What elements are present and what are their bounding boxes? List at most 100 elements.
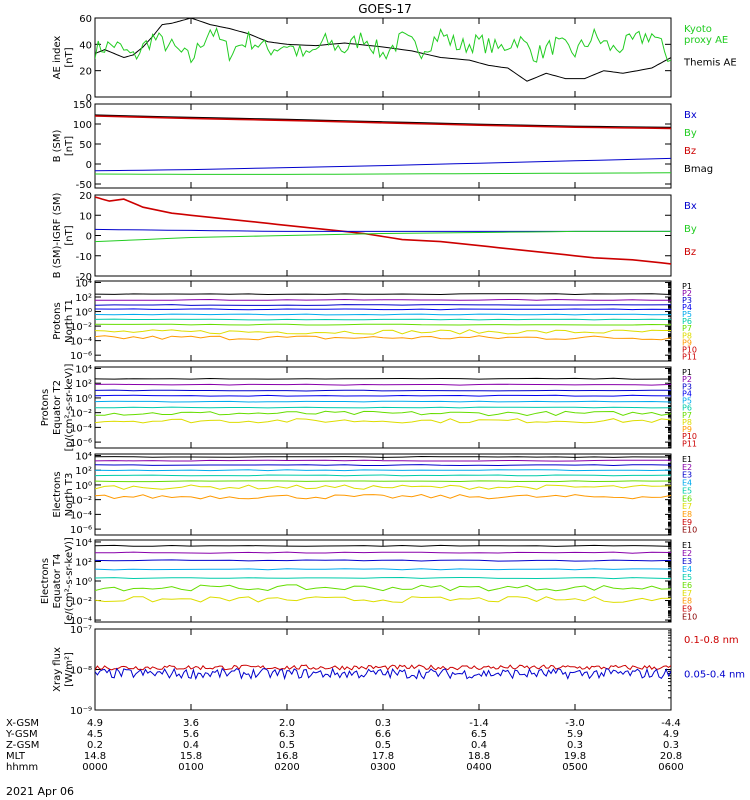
legend-entry: P1 bbox=[682, 282, 692, 291]
y-tick-label: 20 bbox=[79, 191, 92, 202]
series-group bbox=[95, 196, 671, 265]
series-line-p5 bbox=[95, 400, 671, 403]
legend-entry: Bx bbox=[684, 201, 697, 212]
y-tick-label: 0 bbox=[86, 160, 92, 171]
y-tick-label: 10² bbox=[75, 379, 92, 390]
y-axis-label: [W/m²] bbox=[64, 652, 75, 687]
legend-entry: P9 bbox=[682, 425, 692, 434]
series-line-p6 bbox=[95, 318, 671, 321]
legend-entry: P7 bbox=[682, 324, 692, 333]
series-line-e6 bbox=[95, 584, 671, 592]
y-tick-label: 10⁴ bbox=[75, 278, 92, 289]
y-tick-label: 10⁻⁶ bbox=[70, 525, 92, 536]
y-tick-label: -50 bbox=[76, 180, 92, 191]
legend-entry: E7 bbox=[682, 589, 692, 598]
footer-value: 0000 bbox=[82, 762, 107, 773]
footer-value: 3.6 bbox=[183, 718, 199, 729]
legend-entry: P11 bbox=[682, 439, 697, 448]
footer-value: 0.4 bbox=[183, 740, 199, 751]
footer-value: -3.0 bbox=[565, 718, 585, 729]
panel-pe: 10⁴ 10² 10⁰ 10⁻² 10⁻⁴ 10⁻⁶ Protons Equator T2 [p… bbox=[40, 364, 697, 452]
y-tick-label: 10⁻⁶ bbox=[70, 438, 92, 449]
panel-ee: 10⁴ 10² 10⁰ 10⁻² 10⁻⁴ Electrons Equator T4 [e/(… bbox=[40, 537, 697, 627]
legend-entry: E3 bbox=[682, 557, 692, 566]
legend-entry: E5 bbox=[682, 573, 692, 582]
y-axis-label: North T1 bbox=[64, 299, 75, 343]
y-tick-label: 10⁴ bbox=[75, 364, 92, 375]
series-line-e4 bbox=[95, 469, 671, 472]
series-line-e2 bbox=[95, 551, 671, 554]
series-line-xray bbox=[95, 667, 671, 681]
series-line-p2 bbox=[95, 298, 671, 301]
footer-value: 4.5 bbox=[87, 729, 103, 740]
footer-row-label: hhmm bbox=[6, 762, 38, 773]
y-axis-label: AE index bbox=[52, 36, 63, 80]
series-group bbox=[95, 18, 671, 82]
series-line-p3 bbox=[95, 304, 671, 306]
legend-entry: E4 bbox=[682, 565, 692, 574]
y-tick-label: 50 bbox=[79, 140, 92, 151]
y-tick-label: 10⁻² bbox=[70, 322, 92, 333]
y-axis-label: Protons bbox=[40, 389, 51, 426]
y-tick-label: 10⁰ bbox=[75, 394, 92, 405]
legend-entry: E5 bbox=[682, 486, 692, 495]
legend-entry: P4 bbox=[682, 389, 692, 398]
y-axis-label: Electrons bbox=[40, 558, 51, 604]
series-line-p6 bbox=[95, 406, 671, 409]
footer-value: 0.3 bbox=[567, 740, 583, 751]
series-group bbox=[95, 664, 671, 681]
y-tick-label: 10⁰ bbox=[75, 308, 92, 319]
legend-entry: E3 bbox=[682, 471, 692, 480]
legend-entry: P4 bbox=[682, 303, 692, 312]
series-line-p5 bbox=[95, 313, 671, 316]
legend-entry: P11 bbox=[682, 352, 697, 361]
footer-value: 0100 bbox=[178, 762, 203, 773]
series-line-by bbox=[95, 172, 671, 175]
footer-value: 20.8 bbox=[660, 751, 682, 762]
legend-entry: P10 bbox=[682, 345, 697, 354]
y-axis-label: Equator T2 bbox=[52, 380, 63, 435]
legend-entry: Bmag bbox=[684, 164, 713, 175]
y-tick-label: 10⁻² bbox=[70, 597, 92, 608]
legend-entry: E2 bbox=[682, 463, 692, 472]
legend-entry: E8 bbox=[682, 510, 692, 519]
legend-entry: Bz bbox=[684, 146, 696, 157]
y-tick-label: -20 bbox=[76, 272, 92, 283]
legend-entry: P1 bbox=[682, 368, 692, 377]
y-tick-label: 10⁻⁴ bbox=[70, 423, 92, 434]
y-tick-label: 10⁻² bbox=[70, 496, 92, 507]
y-tick-label: 10⁻⁴ bbox=[70, 510, 92, 521]
series-line-e3 bbox=[95, 464, 671, 467]
series-line-p4 bbox=[95, 308, 671, 311]
legend-entry: P3 bbox=[682, 382, 692, 391]
series-group bbox=[95, 293, 671, 341]
footer-value: 0.5 bbox=[375, 740, 391, 751]
legend-entry: P5 bbox=[682, 397, 692, 406]
legend-entry: E9 bbox=[682, 605, 692, 614]
y-axis-label: [p/(cm²-s-sr-keV)] bbox=[64, 364, 75, 452]
legend-entry: E6 bbox=[682, 581, 692, 590]
footer-row-label: X-GSM bbox=[6, 718, 39, 729]
legend-entry: By bbox=[684, 128, 697, 139]
series-line-e1 bbox=[95, 455, 671, 458]
legend-entry: Kyoto bbox=[684, 24, 712, 35]
series-line-e4 bbox=[95, 568, 671, 571]
footer-value: 4.9 bbox=[663, 729, 679, 740]
legend-entry: E1 bbox=[682, 541, 692, 550]
footer-value: 0.4 bbox=[471, 740, 487, 751]
y-axis-label: [nT] bbox=[64, 47, 75, 67]
footer-value: 19.8 bbox=[564, 751, 586, 762]
legend-entry: Themis AE bbox=[683, 58, 737, 69]
plot-title: GOES-17 bbox=[358, 2, 412, 16]
series-line-e7 bbox=[95, 596, 671, 603]
panel-bigrf: -20 -10 0 10 20 B (SM)-IGRF (SM) [nT] Bx By Bz bbox=[52, 191, 697, 283]
series-line-p8 bbox=[95, 329, 671, 335]
series-group bbox=[95, 114, 671, 175]
footer-value: 5.6 bbox=[183, 729, 199, 740]
series-line-p2 bbox=[95, 383, 671, 386]
series-line-e3 bbox=[95, 559, 671, 562]
y-axis-label: [nT] bbox=[64, 136, 75, 156]
footer-value: -4.4 bbox=[661, 718, 681, 729]
